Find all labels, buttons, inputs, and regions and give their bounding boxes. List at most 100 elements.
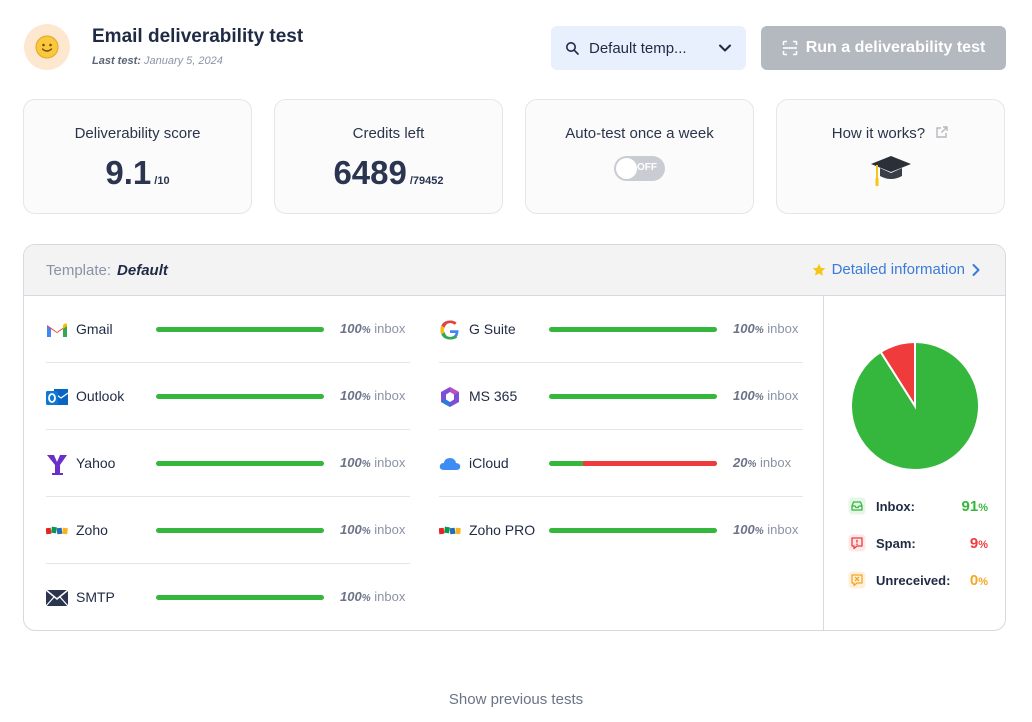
inbox-rate: 100% inbox — [733, 321, 798, 336]
inbox-rate-bar — [156, 394, 324, 399]
inbox-rate-value: 100 — [340, 522, 362, 537]
graduation-cap-wrap — [777, 152, 1004, 193]
credits-suffix: /79452 — [409, 175, 444, 187]
detailed-information-label: Detailed information — [831, 261, 965, 278]
smtp-icon — [46, 587, 68, 609]
provider-name: Gmail — [76, 321, 113, 337]
provider-name: Yahoo — [76, 455, 116, 471]
summary-unreceived-number: 0 — [969, 572, 979, 589]
page-title: Email deliverability test — [92, 26, 304, 47]
inbox-rate-status: inbox — [374, 388, 406, 403]
inbox-rate-value: 100 — [340, 455, 362, 470]
yahoo-icon — [46, 453, 68, 475]
inbox-rate-value: 20 — [733, 455, 748, 470]
provider-row-icloud: iCloud 20% inbox — [439, 430, 803, 497]
run-test-button[interactable]: Run a deliverability test — [761, 26, 1006, 70]
provider-row-yahoo: Yahoo 100% inbox — [46, 430, 410, 497]
toggle-knob — [616, 158, 637, 179]
inbox-rate: 100% inbox — [340, 522, 405, 537]
external-link-icon — [936, 126, 948, 138]
inbox-rate-unit: % — [754, 392, 764, 403]
inbox-rate-unit: % — [361, 526, 371, 537]
run-test-button-label: Run a deliverability test — [805, 39, 986, 56]
inbox-rate: 100% inbox — [733, 522, 798, 537]
spam-icon — [848, 534, 866, 552]
summary-sidebar: Inbox: 91% Spam: 9% Unreceived: 0% — [823, 296, 1005, 630]
inbox-rate-bar — [549, 461, 717, 466]
template-info: Template: Default — [46, 262, 168, 279]
inbox-rate-status: inbox — [767, 522, 799, 537]
avatar — [24, 24, 70, 70]
provider-name: G Suite — [469, 321, 516, 337]
gmail-icon — [46, 319, 68, 341]
score-value: 9.1 — [105, 154, 152, 191]
summary-inbox-value: 91% — [962, 498, 988, 515]
inbox-rate-value: 100 — [733, 388, 755, 403]
provider-name: SMTP — [76, 589, 115, 605]
inbox-rate-value: 100 — [733, 321, 755, 336]
chevron-right-icon — [972, 263, 980, 276]
autotest-label: Auto-test once a week — [565, 125, 714, 142]
star-icon — [812, 263, 825, 276]
inbox-rate-unit: % — [754, 325, 764, 336]
provider-row-outlook: Outlook 100% inbox — [46, 363, 410, 430]
unreceived-icon — [848, 571, 866, 589]
score-value-wrap: 9.1/10 — [24, 154, 251, 192]
inbox-rate: 100% inbox — [340, 388, 405, 403]
summary-inbox: Inbox: 91% — [848, 497, 988, 517]
outlook-icon — [46, 386, 68, 408]
detailed-information-link[interactable]: Detailed information — [812, 261, 981, 278]
inbox-rate-unit: % — [361, 325, 371, 336]
show-previous-tests-link[interactable]: Show previous tests — [448, 691, 584, 708]
results-panel: Template: Default Detailed information — [23, 244, 1006, 631]
chevron-down-icon — [719, 44, 731, 52]
inbox-rate: 100% inbox — [340, 321, 405, 336]
template-select[interactable]: Default temp... — [551, 26, 746, 70]
summary-spam: Spam: 9% — [848, 534, 988, 554]
how-it-works-label: How it works? — [831, 125, 926, 142]
summary-spam-unit: % — [978, 539, 988, 551]
inbox-rate-bar — [156, 327, 324, 332]
page-header: Email deliverability test Last test: Jan… — [24, 24, 1006, 74]
inbox-rate-unit: % — [361, 593, 371, 604]
pie-slice-spam — [879, 341, 916, 410]
providers-list-right: G Suite 100% inbox MS 365 100% inbox — [439, 296, 803, 564]
inbox-rate-bar — [549, 327, 717, 332]
autotest-toggle[interactable]: OFF — [614, 156, 665, 181]
zoho-icon — [46, 520, 68, 542]
inbox-rate-unit: % — [361, 392, 371, 403]
inbox-rate-bar — [549, 528, 717, 533]
summary-spam-value: 9% — [970, 535, 988, 552]
last-test-info: Last test: January 5, 2024 — [92, 55, 223, 67]
autotest-card: Auto-test once a week OFF — [525, 99, 754, 214]
summary-inbox-unit: % — [978, 502, 988, 514]
inbox-rate-status: inbox — [767, 388, 799, 403]
credits-label: Credits left — [352, 125, 425, 142]
inbox-icon — [848, 497, 866, 515]
summary-inbox-label: Inbox: — [876, 499, 915, 514]
inbox-rate: 100% inbox — [733, 388, 798, 403]
inbox-rate: 100% inbox — [340, 455, 405, 470]
credits-card: Credits left 6489/79452 — [274, 99, 503, 214]
inbox-rate-status: inbox — [374, 589, 406, 604]
summary-unreceived-unit: % — [978, 576, 988, 588]
inbox-rate-value: 100 — [340, 321, 362, 336]
how-it-works-heading: How it works? — [777, 125, 1004, 142]
providers-list-left: Gmail 100% inbox Outlook 100% inbox — [46, 296, 410, 630]
spam-bar-segment — [582, 461, 717, 466]
inbox-rate-value: 100 — [733, 522, 755, 537]
provider-row-smtp: SMTP 100% inbox — [46, 564, 410, 630]
smiley-icon — [35, 35, 59, 59]
toggle-state: OFF — [637, 162, 657, 173]
inbox-rate-bar — [156, 461, 324, 466]
provider-row-gmail: Gmail 100% inbox — [46, 296, 410, 363]
inbox-rate-unit: % — [361, 459, 371, 470]
how-it-works-card[interactable]: How it works? — [776, 99, 1005, 214]
provider-row-ms365: MS 365 100% inbox — [439, 363, 803, 430]
provider-name: Outlook — [76, 388, 125, 404]
provider-name: iCloud — [469, 455, 509, 471]
inbox-rate-value: 100 — [340, 589, 362, 604]
ms365-icon — [439, 386, 461, 408]
template-select-value: Default temp... — [589, 39, 687, 57]
template-label: Template: — [46, 262, 112, 279]
